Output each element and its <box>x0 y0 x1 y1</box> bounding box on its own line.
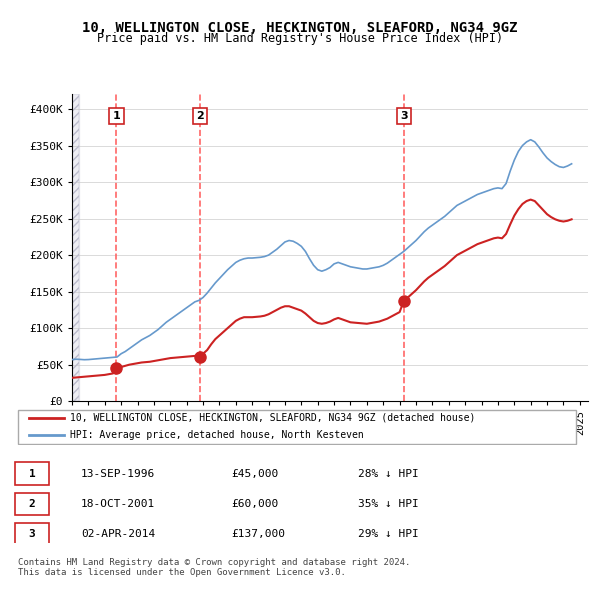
Text: 3: 3 <box>400 111 407 121</box>
Text: 02-APR-2014: 02-APR-2014 <box>81 529 155 539</box>
Text: 10, WELLINGTON CLOSE, HECKINGTON, SLEAFORD, NG34 9GZ (detached house): 10, WELLINGTON CLOSE, HECKINGTON, SLEAFO… <box>70 413 475 423</box>
Text: 35% ↓ HPI: 35% ↓ HPI <box>358 499 418 509</box>
FancyBboxPatch shape <box>15 463 49 485</box>
Text: 13-SEP-1996: 13-SEP-1996 <box>81 469 155 478</box>
FancyBboxPatch shape <box>15 523 49 546</box>
Text: 2: 2 <box>29 499 35 509</box>
Text: Contains HM Land Registry data © Crown copyright and database right 2024.
This d: Contains HM Land Registry data © Crown c… <box>18 558 410 577</box>
Bar <box>72 94 79 401</box>
Text: 10, WELLINGTON CLOSE, HECKINGTON, SLEAFORD, NG34 9GZ: 10, WELLINGTON CLOSE, HECKINGTON, SLEAFO… <box>82 21 518 35</box>
Bar <box>72 94 79 401</box>
Text: £137,000: £137,000 <box>231 529 285 539</box>
Text: 29% ↓ HPI: 29% ↓ HPI <box>358 529 418 539</box>
Text: 18-OCT-2001: 18-OCT-2001 <box>81 499 155 509</box>
Text: 1: 1 <box>113 111 120 121</box>
FancyBboxPatch shape <box>15 493 49 516</box>
FancyBboxPatch shape <box>18 410 577 444</box>
Text: £45,000: £45,000 <box>231 469 278 478</box>
Text: HPI: Average price, detached house, North Kesteven: HPI: Average price, detached house, Nort… <box>70 430 364 440</box>
Text: £60,000: £60,000 <box>231 499 278 509</box>
Text: 3: 3 <box>29 529 35 539</box>
Text: Price paid vs. HM Land Registry's House Price Index (HPI): Price paid vs. HM Land Registry's House … <box>97 32 503 45</box>
Text: 2: 2 <box>196 111 203 121</box>
Text: 1: 1 <box>29 469 35 478</box>
Text: 28% ↓ HPI: 28% ↓ HPI <box>358 469 418 478</box>
